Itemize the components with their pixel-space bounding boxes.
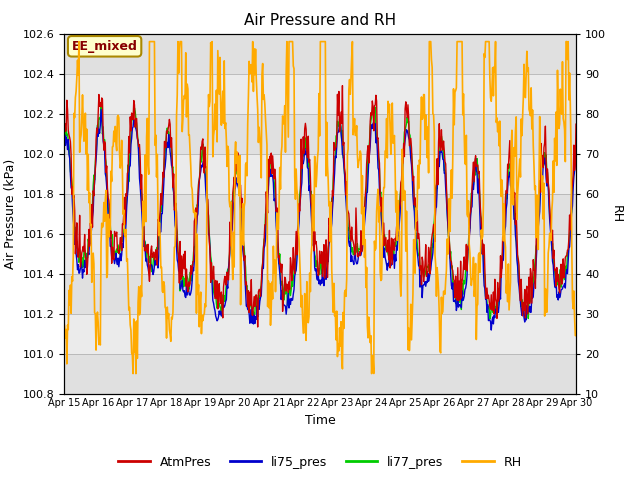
Line: AtmPres: AtmPres — [64, 85, 576, 327]
RH — [60, 320, 68, 325]
Bar — [64, 193, 576, 234]
RH — [383, 155, 391, 161]
RH — [123, 258, 131, 264]
Bar — [64, 274, 576, 313]
li77_pres — [175, 255, 182, 261]
li75_pres — [383, 262, 390, 267]
RH — [203, 270, 211, 276]
Line: RH: RH — [64, 42, 576, 373]
RH — [69, 254, 77, 260]
li77_pres — [572, 141, 580, 147]
li75_pres — [397, 198, 405, 204]
AtmPres — [399, 156, 406, 161]
li77_pres — [123, 197, 131, 203]
RH — [175, 46, 183, 52]
Y-axis label: Air Pressure (kPa): Air Pressure (kPa) — [4, 158, 17, 269]
AtmPres — [254, 324, 262, 330]
AtmPres — [60, 135, 68, 141]
li75_pres — [60, 152, 68, 158]
Bar — [64, 114, 576, 154]
RH — [399, 146, 406, 152]
li75_pres — [123, 204, 131, 210]
li77_pres — [397, 181, 405, 187]
RH — [129, 371, 137, 376]
RH — [572, 333, 580, 338]
Y-axis label: RH: RH — [610, 204, 623, 223]
AtmPres — [122, 191, 130, 196]
li75_pres — [175, 268, 182, 274]
Legend: AtmPres, li75_pres, li77_pres, RH: AtmPres, li75_pres, li77_pres, RH — [113, 451, 527, 474]
li77_pres — [97, 104, 105, 110]
Bar — [64, 34, 576, 73]
li75_pres — [572, 142, 580, 147]
AtmPres — [174, 249, 182, 254]
Bar — [64, 313, 576, 354]
X-axis label: Time: Time — [305, 414, 335, 427]
Text: EE_mixed: EE_mixed — [72, 40, 138, 53]
li77_pres — [383, 246, 390, 252]
Bar — [64, 73, 576, 114]
Bar — [64, 354, 576, 394]
AtmPres — [383, 248, 391, 253]
li75_pres — [488, 327, 495, 333]
li77_pres — [60, 138, 68, 144]
li77_pres — [486, 316, 493, 322]
Title: Air Pressure and RH: Air Pressure and RH — [244, 13, 396, 28]
AtmPres — [69, 195, 77, 201]
Bar — [64, 154, 576, 193]
AtmPres — [572, 121, 580, 127]
li77_pres — [202, 175, 209, 181]
li77_pres — [69, 204, 77, 209]
li75_pres — [69, 216, 77, 222]
Line: li75_pres: li75_pres — [64, 109, 576, 330]
RH — [75, 39, 83, 45]
Bar — [64, 234, 576, 274]
AtmPres — [201, 144, 209, 150]
Line: li77_pres: li77_pres — [64, 107, 576, 319]
AtmPres — [339, 83, 346, 88]
li75_pres — [202, 187, 209, 192]
li75_pres — [97, 107, 105, 112]
